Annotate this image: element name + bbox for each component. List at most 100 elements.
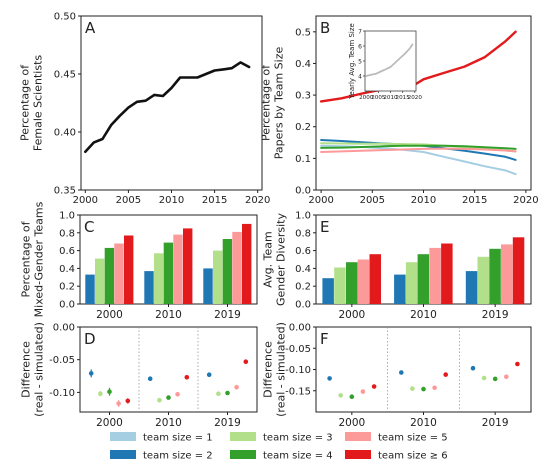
panel-f-point	[443, 372, 449, 377]
panel-e-bar	[512, 237, 525, 305]
panel-e-bar	[394, 274, 406, 304]
panel-d-ytick-label: -0.05	[49, 355, 75, 366]
panel-b-xtick-label: 2020	[513, 195, 538, 206]
panel-f-ylabel: Difference(real - simulated)	[262, 322, 288, 417]
panel-c-bar	[85, 274, 95, 304]
panel-d-xtick-label: 2000	[96, 417, 123, 429]
panel-e: E 0.0 0.2 0.4 0.6 0.8 1.0 Avg. TeamGender Diver…	[262, 211, 532, 321]
legend-swatch	[230, 450, 256, 459]
panel-f-point	[399, 370, 404, 375]
inset-xtick-label: 2000	[359, 95, 374, 101]
panel-b-ytick-label: 0.0	[295, 186, 311, 197]
panel-b-xtick-label: 2005	[360, 195, 385, 206]
panel-c-bar	[213, 250, 223, 304]
panel-f-ytick-label: 0.00	[289, 323, 311, 334]
legend-swatch	[110, 450, 136, 459]
legend-label: team size = 2	[143, 451, 213, 462]
panel-a: A 0.35 0.40 0.45 0.50 2000 2005 2010 2015 2020 Per…	[19, 12, 271, 207]
panel-e-bar	[322, 278, 334, 304]
inset-xtick-label: 2005	[371, 95, 386, 101]
panel-f-point	[515, 361, 520, 367]
panel-e-ylabel: Avg. TeamGender Diversity	[262, 213, 288, 306]
panel-f-point	[349, 394, 355, 400]
legend: team size = 1 team size = 3 team size = 5 t…	[110, 432, 448, 462]
panel-d-point	[234, 384, 239, 390]
panel-c-bar	[154, 253, 164, 304]
panel-e-bar	[405, 262, 418, 304]
panel-b-series-line-6	[319, 30, 517, 103]
panel-d-ytick-label: -0.10	[49, 388, 75, 399]
panel-f-ylabel-line: (real - simulated)	[275, 322, 288, 417]
panel-c-xtick-label: 2019	[214, 309, 241, 321]
panel-c-bar	[114, 243, 124, 304]
panel-d-point	[147, 376, 153, 382]
panel-c-ytick-label: 0.8	[59, 228, 75, 239]
panel-c-bar	[173, 234, 183, 304]
panel-b-xtick-label: 2000	[308, 195, 333, 206]
panel-f-xtick-label: 2000	[338, 417, 365, 429]
inset-ytick-label: 5	[358, 59, 362, 66]
panel-d-point	[107, 389, 112, 395]
panel-c-bar	[242, 223, 252, 304]
panel-a-ytick-label: 0.35	[54, 186, 76, 197]
panel-c-ytick-label: 0.6	[59, 246, 75, 257]
panel-e-bar	[441, 243, 453, 304]
panel-f-point	[432, 385, 437, 391]
panel-f-point	[421, 386, 426, 392]
panel-c-ytick-label: 0.4	[59, 264, 75, 275]
panel-f-point	[360, 389, 366, 394]
panel-f-point	[410, 386, 415, 391]
panel-f-ytick-label: -0.10	[285, 365, 311, 376]
panel-c-xtick-label: 2000	[96, 309, 123, 321]
panel-a-axes-frame	[80, 15, 263, 191]
panel-c-bar	[222, 239, 233, 304]
panel-f-xtick-label: 2010	[410, 417, 437, 429]
panel-a-ytick-label: 0.50	[54, 12, 76, 23]
panel-e-bar	[369, 254, 381, 304]
panel-b-series-line-5	[320, 147, 517, 153]
panel-a-xtick-label: 2015	[202, 195, 227, 206]
panel-f-point	[492, 376, 498, 382]
panel-d-point	[206, 372, 212, 378]
panel-e-bar	[465, 271, 478, 304]
legend-swatch	[345, 450, 371, 459]
panel-c-ytick-label: 1.0	[59, 211, 75, 222]
inset-xtick-label: 2010	[383, 95, 398, 101]
panel-e-ytick-label: 0.4	[295, 264, 311, 275]
panel-b-xtick-label: 2015	[462, 195, 487, 206]
legend-label: team size = 5	[378, 433, 448, 444]
panel-e-bar	[429, 247, 441, 304]
panel-b-series-line-4	[320, 144, 517, 150]
panel-e-ytick-label: 0.6	[295, 246, 311, 257]
panel-c-panel-letter: C	[84, 218, 94, 236]
panel-b-ylabel: Percentage ofPapers by Team Size	[260, 47, 286, 160]
panel-a-xtick-label: 2000	[73, 195, 98, 206]
panel-e-bar	[346, 262, 358, 304]
panel-f-point	[470, 365, 476, 371]
legend-label: team size ≥ 6	[378, 451, 448, 462]
panel-b-panel-letter: B	[320, 19, 330, 37]
inset-xtick-label: 2020	[408, 95, 423, 101]
legend-label: team size = 4	[263, 451, 333, 462]
panel-a-ytick-label: 0.45	[54, 70, 76, 81]
panel-d-ytick-label: 0.00	[53, 323, 75, 334]
panel-c-ylabel-line: Mixed-Gender Teams	[33, 201, 46, 317]
panel-c-bar	[183, 228, 193, 304]
panel-e-ytick-label: 0.0	[295, 300, 311, 311]
panel-d-point	[88, 371, 94, 376]
panel-e-xtick-label: 2010	[410, 309, 437, 321]
panel-b-ytick-label: 0.3	[295, 91, 311, 102]
panel-f-xtick-label: 2019	[482, 417, 509, 429]
panel-f-point	[338, 393, 344, 398]
panel-e-ytick-label: 0.2	[295, 282, 311, 293]
panel-d-panel-letter: D	[84, 330, 96, 348]
panel-f-ylabel-line: Difference	[262, 341, 275, 398]
inset-ytick-label: 6	[358, 44, 362, 51]
panel-d-point	[166, 395, 171, 400]
panel-f-ytick-label: -0.15	[285, 386, 311, 397]
panel-b-ytick-label: 0.2	[295, 122, 311, 133]
panel-a-panel-letter: A	[85, 19, 96, 37]
panel-b-ylabel-line: Papers by Team Size	[273, 47, 286, 160]
panel-e-ylabel-line: Avg. Team	[262, 231, 275, 287]
panel-e-xtick-label: 2000	[338, 309, 365, 321]
